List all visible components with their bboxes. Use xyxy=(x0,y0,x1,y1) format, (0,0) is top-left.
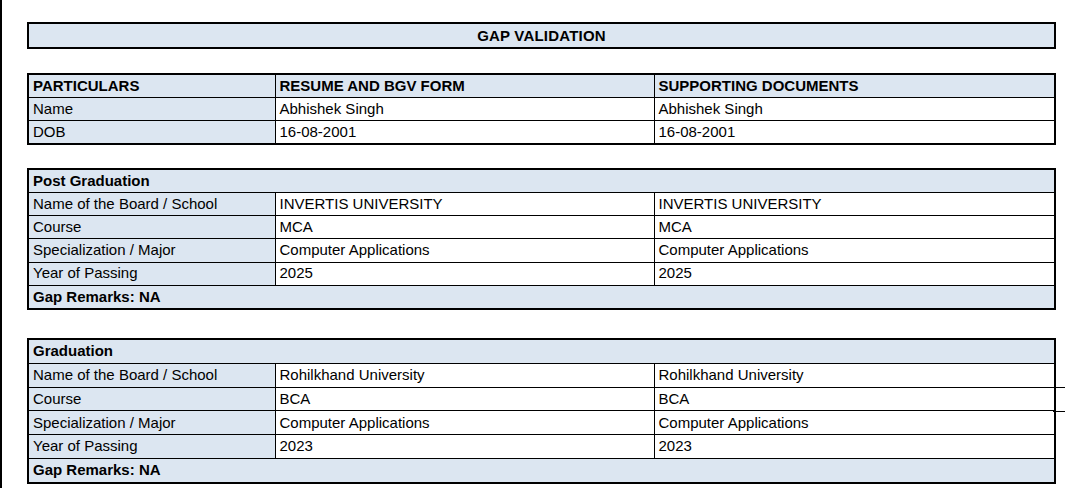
table-row: Specialization / Major Computer Applicat… xyxy=(28,239,1055,262)
gap-remarks: Gap Remarks: NA xyxy=(28,459,1055,484)
course-resume-value: MCA xyxy=(275,216,654,239)
stray-gridline xyxy=(1053,387,1065,388)
section-title-graduation: Graduation xyxy=(28,339,1055,363)
table-row: DOB 16-08-2001 16-08-2001 xyxy=(28,120,1055,144)
year-resume-value: 2025 xyxy=(275,262,654,285)
specialization-resume-value: Computer Applications xyxy=(275,239,654,262)
gap-remarks-row: Gap Remarks: NA xyxy=(28,285,1055,309)
year-resume-value: 2023 xyxy=(275,435,654,459)
table-row: Course BCA BCA xyxy=(28,387,1055,411)
row-label-year-of-passing: Year of Passing xyxy=(28,262,275,285)
course-supporting-value: BCA xyxy=(654,387,1055,411)
board-resume-value: Rohilkhand University xyxy=(275,363,654,387)
dob-supporting-value: 16-08-2001 xyxy=(654,120,1055,144)
course-supporting-value: MCA xyxy=(654,216,1055,239)
table-row: Year of Passing 2025 2025 xyxy=(28,262,1055,285)
row-label-board-school: Name of the Board / School xyxy=(28,363,275,387)
row-label-specialization: Specialization / Major xyxy=(28,411,275,435)
column-header-particulars: PARTICULARS xyxy=(28,74,275,98)
graduation-table: Graduation Name of the Board / School Ro… xyxy=(27,338,1056,484)
row-label-board-school: Name of the Board / School xyxy=(28,193,275,216)
page-left-border xyxy=(0,0,2,488)
section-header-row: Post Graduation xyxy=(28,169,1055,193)
board-supporting-value: Rohilkhand University xyxy=(654,363,1055,387)
name-resume-value: Abhishek Singh xyxy=(275,98,654,121)
table-row: Course MCA MCA xyxy=(28,216,1055,239)
row-label-year-of-passing: Year of Passing xyxy=(28,435,275,459)
year-supporting-value: 2023 xyxy=(654,435,1055,459)
row-label-specialization: Specialization / Major xyxy=(28,239,275,262)
table-row: Name of the Board / School INVERTIS UNIV… xyxy=(28,193,1055,216)
section-title-post-graduation: Post Graduation xyxy=(28,169,1055,193)
stray-gridline xyxy=(1053,411,1065,412)
identity-table: PARTICULARS RESUME AND BGV FORM SUPPORTI… xyxy=(27,73,1056,145)
course-resume-value: BCA xyxy=(275,387,654,411)
dob-resume-value: 16-08-2001 xyxy=(275,120,654,144)
specialization-supporting-value: Computer Applications xyxy=(654,239,1055,262)
specialization-resume-value: Computer Applications xyxy=(275,411,654,435)
gap-remarks: Gap Remarks: NA xyxy=(28,285,1055,309)
column-header-resume-bgv: RESUME AND BGV FORM xyxy=(275,74,654,98)
document-title: GAP VALIDATION xyxy=(477,27,606,44)
table-row: Year of Passing 2023 2023 xyxy=(28,435,1055,459)
gap-remarks-row: Gap Remarks: NA xyxy=(28,459,1055,484)
table-row: Name Abhishek Singh Abhishek Singh xyxy=(28,98,1055,121)
table-header-row: PARTICULARS RESUME AND BGV FORM SUPPORTI… xyxy=(28,74,1055,98)
row-label-name: Name xyxy=(28,98,275,121)
table-row: Name of the Board / School Rohilkhand Un… xyxy=(28,363,1055,387)
post-graduation-table: Post Graduation Name of the Board / Scho… xyxy=(27,168,1056,310)
section-header-row: Graduation xyxy=(28,339,1055,363)
board-resume-value: INVERTIS UNIVERSITY xyxy=(275,193,654,216)
name-supporting-value: Abhishek Singh xyxy=(654,98,1055,121)
column-header-supporting-docs: SUPPORTING DOCUMENTS xyxy=(654,74,1055,98)
document-title-bar: GAP VALIDATION xyxy=(27,22,1056,49)
specialization-supporting-value: Computer Applications xyxy=(654,411,1055,435)
table-row: Specialization / Major Computer Applicat… xyxy=(28,411,1055,435)
row-label-course: Course xyxy=(28,387,275,411)
row-label-dob: DOB xyxy=(28,120,275,144)
board-supporting-value: INVERTIS UNIVERSITY xyxy=(654,193,1055,216)
row-label-course: Course xyxy=(28,216,275,239)
year-supporting-value: 2025 xyxy=(654,262,1055,285)
